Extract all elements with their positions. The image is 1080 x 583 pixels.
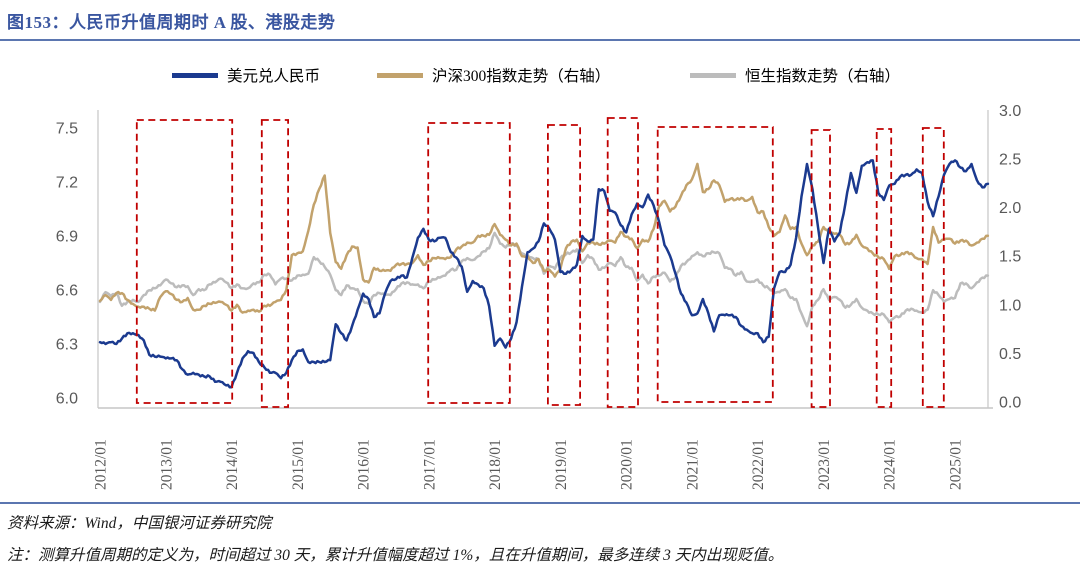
x-axis-tick-label: 2024/01 [882,439,899,490]
appreciation-period-box [656,126,774,403]
title-divider [0,39,1080,41]
appreciation-period-box [260,119,289,408]
legend-line-swatch-usdcny [172,72,218,78]
appreciation-period-box [810,129,831,408]
appreciation-period-box [921,127,945,408]
footer-divider [0,502,1080,504]
x-axis-tick-label: 2015/01 [290,439,307,490]
legend-label-csi300: 沪深300指数走势（右轴） [432,68,611,85]
y-axis-left-tick-label: 7.5 [56,121,78,138]
y-axis-left-tick-label: 6.0 [56,391,78,408]
x-axis-tick-label: 2012/01 [93,439,110,490]
x-axis-tick-label: 2014/01 [224,439,241,490]
y-axis-left-tick-label: 7.2 [56,175,78,192]
legend-item-usdcny: 美元兑人民币 [172,62,320,88]
appreciation-period-box [547,124,582,406]
y-axis-right-tick-label: 2.5 [999,152,1021,169]
chart-legend: 美元兑人民币 沪深300指数走势（右轴） 恒生指数走势（右轴） [0,62,1080,88]
y-axis-right-tick-label: 1.0 [999,297,1021,314]
x-axis-tick-label: 2013/01 [158,439,175,490]
definition-note: 注：测算升值周期的定义为，时间超过 30 天，累计升值幅度超过 1%，且在升值期… [7,547,784,564]
figure-title: 图153：人民币升值周期时 A 股、港股走势 [7,13,336,32]
appreciation-period-box [606,117,639,408]
source-note: 资料来源：Wind，中国银河证券研究院 [7,515,272,532]
x-axis-tick-label: 2018/01 [487,439,504,490]
x-axis-tick-label: 2023/01 [816,439,833,490]
x-axis-tick-label: 2025/01 [948,439,965,490]
y-axis-right-tick-label: 2.0 [999,200,1021,217]
y-axis-right-tick-label: 0.0 [999,395,1021,412]
x-axis-tick-label: 2021/01 [684,439,701,490]
appreciation-period-box [135,119,234,404]
legend-line-swatch-hsi [690,72,736,78]
legend-label-hsi: 恒生指数走势（右轴） [745,68,901,85]
legend-item-hsi: 恒生指数走势（右轴） [690,62,900,88]
x-axis-tick-label: 2022/01 [750,439,767,490]
series-line-usdcny [98,159,990,389]
y-axis-left-tick-label: 6.9 [56,229,78,246]
x-axis-tick-label: 2016/01 [356,439,373,490]
y-axis-left-tick-label: 6.6 [56,283,78,300]
y-axis-right-tick-label: 3.0 [999,103,1021,120]
legend-item-csi300: 沪深300指数走势（右轴） [377,62,610,88]
line-chart: 7.5 7.2 6.9 6.6 6.3 6.0 3.0 2.5 2.0 1.5 1.0 0.5 0.0 2… [56,103,1022,490]
legend-line-swatch-csi300 [377,72,423,78]
x-axis-tick-label: 2020/01 [619,439,636,490]
y-axis-right-tick-label: 0.5 [999,346,1021,363]
series-line-hsi [98,231,990,328]
series-line-csi300 [98,162,990,314]
appreciation-period-box [875,128,893,408]
x-axis-tick-label: 2019/01 [553,439,570,490]
appreciation-period-box [427,122,511,404]
x-axis-tick-label: 2017/01 [421,439,438,490]
y-axis-right-tick-label: 1.5 [999,249,1021,266]
y-axis-left-tick-label: 6.3 [56,337,78,354]
legend-label-usdcny: 美元兑人民币 [227,68,321,85]
